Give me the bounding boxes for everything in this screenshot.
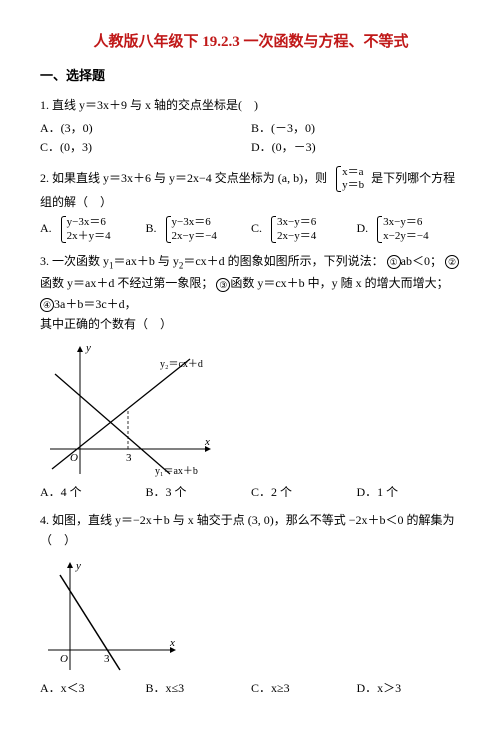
q1-opt-c: C．(0，3) [40, 138, 251, 157]
q2-a-sys: y−3x＝6 2x＋y＝4 [59, 216, 111, 242]
q4-opt-d: D．x＞3 [357, 679, 463, 698]
q2-a2: 2x＋y＝4 [67, 230, 111, 243]
circle-1-icon: ① [387, 255, 401, 269]
q3-t2: 函数 [40, 276, 64, 290]
q2-opt-d: D. 3x−y＝6 x−2y＝−4 [357, 216, 463, 242]
label-o: O [70, 452, 78, 464]
q4-opt-b: B．x≤3 [146, 679, 252, 698]
q3-opt-b: B．3 个 [146, 483, 252, 502]
q3-stem: 3. 一次函数 y1＝ax＋b 与 y2＝cx＋d 的图象如图所示，下列说法： … [40, 251, 462, 335]
q4-label-o: O [60, 653, 68, 665]
q4-label-y: y [75, 560, 81, 572]
q1-opt-b: B．(－3，0) [251, 119, 462, 138]
q4-label-3: 3 [104, 653, 110, 665]
q2-b-label: B. [146, 221, 157, 235]
q2-d2: x−2y＝−4 [383, 230, 428, 243]
q2-b-sys: y−3x＝6 2x−y＝−4 [164, 216, 217, 242]
q4-opt-c: C．x≥3 [251, 679, 357, 698]
q3-t4: 3a＋b＝3c＋d， [54, 297, 137, 311]
q2-b1: y−3x＝6 [172, 216, 217, 229]
q2-header-system: x＝a y＝b [334, 166, 364, 192]
q3-opt-d: D．1 个 [357, 483, 463, 502]
q2-d-sys: 3x−y＝6 x−2y＝−4 [375, 216, 428, 242]
q2-c2: 2x−y＝4 [277, 230, 316, 243]
q4-line [60, 575, 120, 670]
q2-c-sys: 3x−y＝6 2x−y＝4 [269, 216, 316, 242]
q1-opt-d: D．(0，－3) [251, 138, 462, 157]
q4-label-x: x [169, 637, 175, 649]
q4-options: A．x＜3 B．x≤3 C．x≥3 D．x＞3 [40, 679, 462, 698]
label-x: x [204, 436, 210, 448]
q3-opt-c: C．2 个 [251, 483, 357, 502]
q1-stem: 1. 直线 y＝3x＋9 与 x 轴的交点坐标是( ) [40, 95, 462, 115]
q3-figure: O 3 x y y₁＝ax＋b y₂＝cx＋d [40, 339, 230, 479]
q2-d-label: D. [357, 221, 369, 235]
q3-line2a: y＝ax＋d 不经过第一象限； [67, 276, 213, 290]
q2-a1: y−3x＝6 [67, 216, 111, 229]
q4-figure: O 3 x y [40, 555, 190, 675]
q2-options: A. y−3x＝6 2x＋y＝4 B. y−3x＝6 2x−y＝−4 C. 3x… [40, 216, 462, 242]
label-y2-eq: y₂＝cx＋d [160, 359, 203, 370]
q3-t3: 函数 y＝cx＋b 中，y 随 x 的增大而增大； [230, 276, 448, 290]
q3-t1: ab＜0； [401, 254, 442, 268]
q3-opt-a: A．4 个 [40, 483, 146, 502]
page-title: 人教版八年级下 19.2.3 一次函数与方程、不等式 [40, 30, 462, 54]
label-y: y [85, 342, 91, 354]
q3-line3: 其中正确的个数有（ ） [40, 314, 462, 334]
q4-opt-a: A．x＜3 [40, 679, 146, 698]
q2-sys-top: x＝a [342, 166, 364, 179]
q2-opt-c: C. 3x−y＝6 2x−y＝4 [251, 216, 357, 242]
q2-opt-a: A. y−3x＝6 2x＋y＝4 [40, 216, 146, 242]
q2-opt-b: B. y−3x＝6 2x−y＝−4 [146, 216, 252, 242]
q2-a-label: A. [40, 221, 52, 235]
q3-sa: 3. 一次函数 y [40, 254, 109, 268]
circle-4-icon: ④ [40, 298, 54, 312]
label-3: 3 [126, 452, 132, 464]
q2-stem: 2. 如果直线 y＝3x＋6 与 y＝2x−4 交点坐标为 (a, b)，则 x… [40, 166, 462, 213]
label-y1-eq: y₁＝ax＋b [155, 466, 198, 477]
q1-options: A．(3，0) B．(－3，0) C．(0，3) D．(0，－3) [40, 119, 462, 157]
q3-sc: ＝cx＋d 的图象如图所示，下列说法： [183, 254, 383, 268]
q3-options: A．4 个 B．3 个 C．2 个 D．1 个 [40, 483, 462, 502]
section-heading: 一、选择题 [40, 66, 462, 87]
q4-stem: 4. 如图，直线 y＝−2x＋b 与 x 轴交于点 (3, 0)，那么不等式 −… [40, 510, 462, 551]
q2-stem-a: 2. 如果直线 y＝3x＋6 与 y＝2x−4 交点坐标为 (a, b)，则 [40, 171, 327, 185]
q2-sys-bot: y＝b [342, 179, 364, 192]
q2-d1: 3x−y＝6 [383, 216, 428, 229]
q1-opt-a: A．(3，0) [40, 119, 251, 138]
q2-b2: 2x−y＝−4 [172, 230, 217, 243]
q3-sb: ＝ax＋b 与 y [114, 254, 179, 268]
q2-c1: 3x−y＝6 [277, 216, 316, 229]
circle-2-icon: ② [445, 255, 459, 269]
q2-c-label: C. [251, 221, 262, 235]
circle-3-icon: ③ [216, 278, 230, 292]
